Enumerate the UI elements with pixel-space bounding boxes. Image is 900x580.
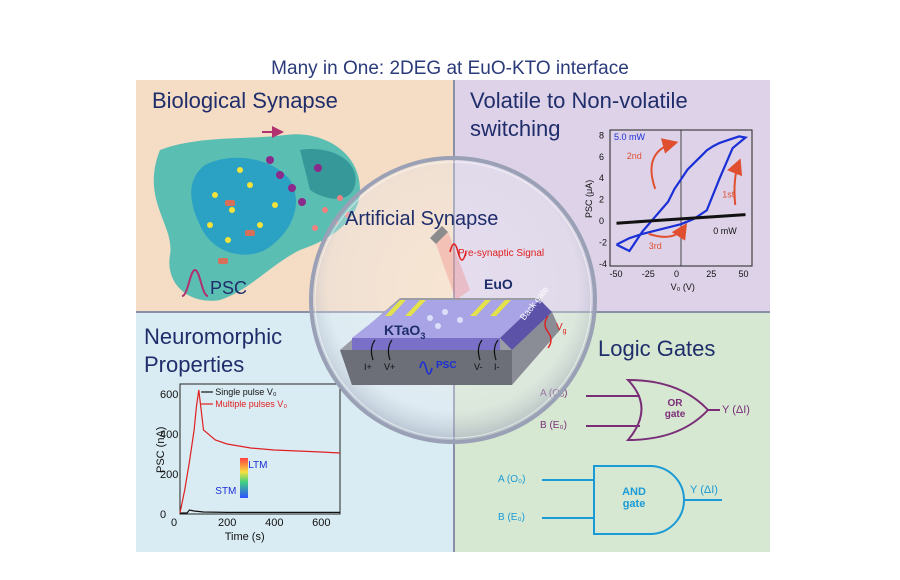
hysteresis-label-low: 0 mW xyxy=(713,226,737,236)
hysteresis-xtick: -25 xyxy=(642,269,655,279)
center-psc-label: PSC xyxy=(436,360,457,371)
hysteresis-ytick: -2 xyxy=(599,237,607,247)
or-input-b: B (E₀) xyxy=(540,420,567,431)
neuro-heading-1: Neuromorphic xyxy=(144,324,283,349)
neuromorphic-chart: 0 200 400 600 600 400 200 0 Time (s) PSC (nA) Sing… xyxy=(150,380,345,550)
neuro-frame xyxy=(179,383,341,515)
neuro-ytick: 600 xyxy=(160,389,178,401)
hysteresis-ytick: 4 xyxy=(599,173,604,183)
presynaptic-label: Pre-synaptic Signal xyxy=(458,248,545,259)
logic-heading: Logic Gates xyxy=(598,336,716,361)
and-output: Y (ΔI) xyxy=(690,484,718,496)
hysteresis-chart: -50 -25 0 25 50 8 6 4 2 0 -2 -4 V₀ (V) PSC (μA) 5.0 mW… xyxy=(584,124,760,296)
neuro-heading-2: Properties xyxy=(144,352,245,377)
volatile-heading-2: switching xyxy=(470,116,561,141)
bio-heading: Biological Synapse xyxy=(152,88,338,113)
hysteresis-ytick: 0 xyxy=(599,216,604,226)
and-input-b: B (E₀) xyxy=(498,512,525,523)
neuro-ylabel: PSC (nA) xyxy=(155,427,167,473)
neuro-xtick: 0 xyxy=(171,517,177,529)
euo-label: EuO xyxy=(484,276,513,292)
kto-label: KTaO3 xyxy=(384,322,426,341)
hysteresis-arrow-1st xyxy=(727,158,743,206)
hysteresis-arrow-2nd xyxy=(650,138,679,190)
neuro-xtick: 600 xyxy=(312,517,330,529)
hysteresis-xlabel: V₀ (V) xyxy=(671,282,695,292)
hysteresis-ytick: 8 xyxy=(599,130,604,140)
or-gate-label: OR gate xyxy=(664,398,686,420)
pin-vplus: V+ xyxy=(384,362,396,372)
or-output: Y (ΔI) xyxy=(722,404,750,416)
vg-label: Vg xyxy=(556,322,567,335)
hysteresis-arrow-3rd xyxy=(648,223,688,241)
and-gate xyxy=(542,465,722,535)
hysteresis-xtick: -50 xyxy=(609,269,622,279)
hysteresis-xtick: 25 xyxy=(706,269,716,279)
volatile-heading-1: Volatile to Non-volatile xyxy=(470,88,688,113)
or-gate xyxy=(586,378,720,442)
neuro-legend-single: Single pulse V₀ xyxy=(215,387,277,397)
page-title: Many in One: 2DEG at EuO-KTO interface xyxy=(271,58,629,79)
neuro-ytick: 400 xyxy=(160,429,178,441)
pin-vminus: V- xyxy=(474,362,483,372)
pin-iplus: I+ xyxy=(364,362,372,372)
and-gate-label: AND gate xyxy=(622,486,646,510)
hysteresis-series-1 xyxy=(616,213,746,225)
hysteresis-label-2nd: 2nd xyxy=(627,151,642,161)
hysteresis-ytick: 6 xyxy=(599,152,604,162)
neuro-ltm-label: LTM xyxy=(248,460,267,471)
hysteresis-ytick: -4 xyxy=(599,259,607,269)
neuro-series-0 xyxy=(180,509,340,514)
hysteresis-xtick: 0 xyxy=(674,269,679,279)
neuro-series-1 xyxy=(179,389,341,514)
hysteresis-xtick: 50 xyxy=(739,269,749,279)
neuro-xtick: 400 xyxy=(265,517,283,529)
hysteresis-label-1st: 1st xyxy=(722,189,735,199)
bio-psc-label: PSC xyxy=(210,278,248,298)
neuro-xtick: 200 xyxy=(218,517,236,529)
hysteresis-ytick: 2 xyxy=(599,195,604,205)
neuro-ytick: 200 xyxy=(160,469,178,481)
hysteresis-label-3rd: 3rd xyxy=(649,241,662,251)
hysteresis-label-high: 5.0 mW xyxy=(614,132,646,142)
neuro-ytick: 0 xyxy=(160,509,166,521)
neuro-legend-multi: Multiple pulses V₀ xyxy=(215,399,287,409)
center-heading: Artificial Synapse xyxy=(345,208,499,230)
neuro-stm-label: STM xyxy=(215,486,236,497)
pin-iminus: I- xyxy=(494,362,500,372)
hysteresis-ylabel: PSC (μA) xyxy=(584,180,594,218)
and-input-a: A (O₀) xyxy=(498,474,526,485)
neuro-memory-arrow xyxy=(240,458,248,498)
neuro-xlabel: Time (s) xyxy=(225,531,265,543)
